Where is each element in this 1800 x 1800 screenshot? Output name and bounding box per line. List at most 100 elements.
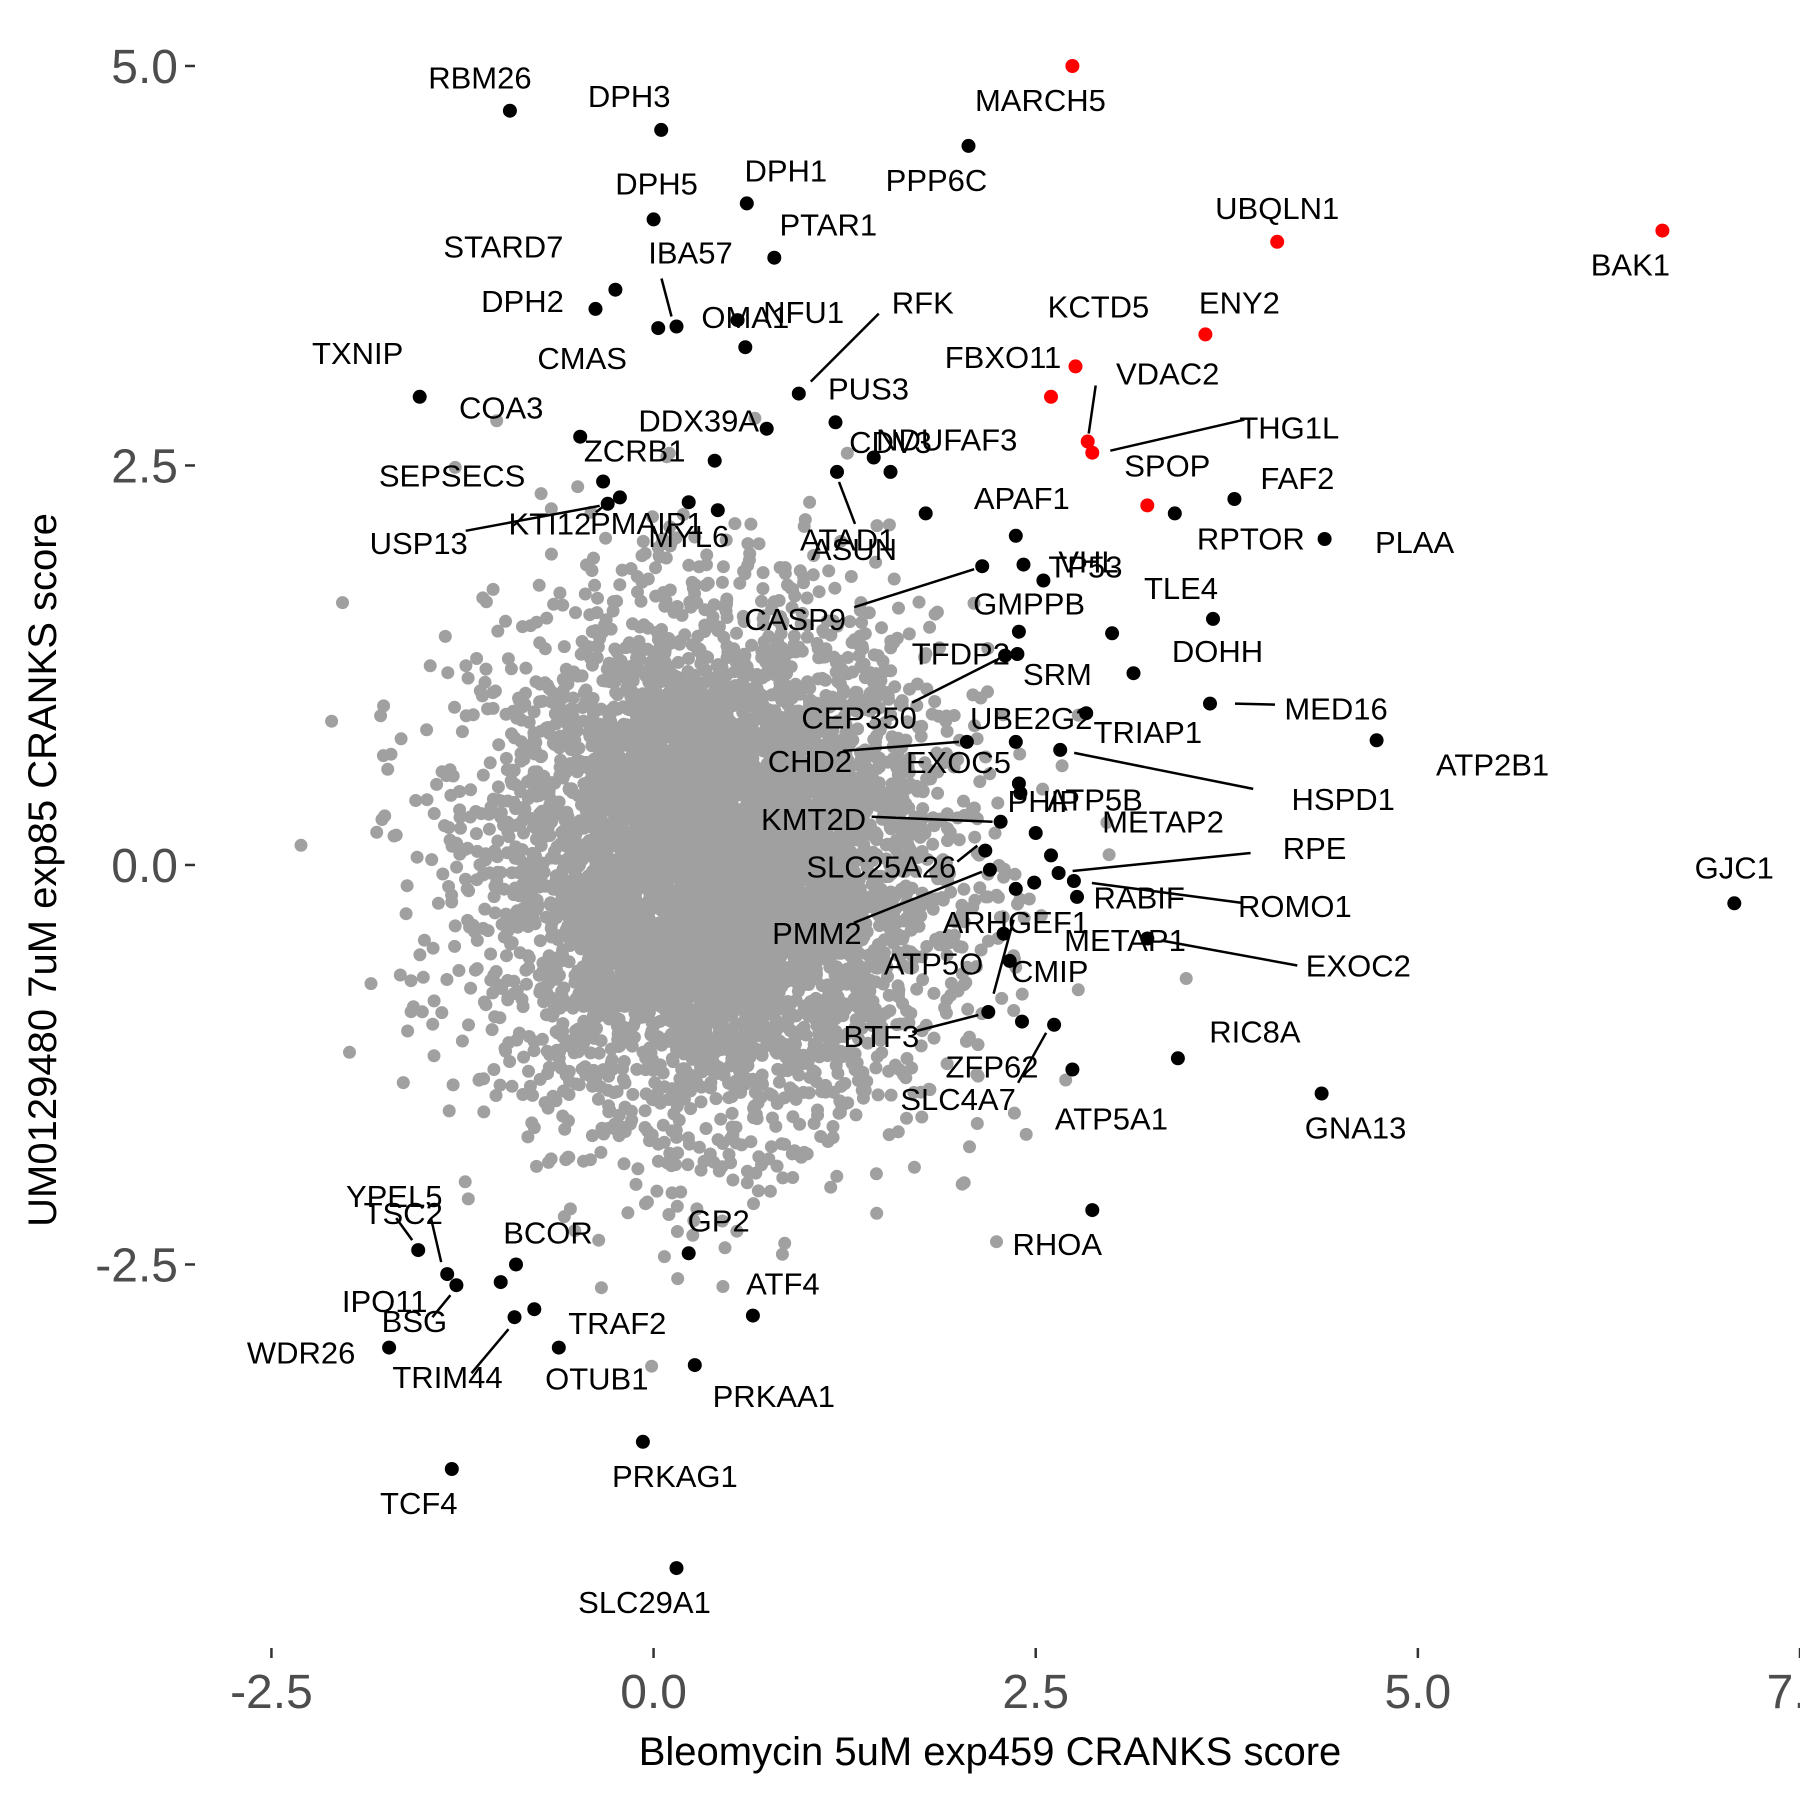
background-point [519, 661, 533, 675]
background-point [957, 882, 971, 896]
background-point [887, 636, 901, 649]
background-point [381, 762, 395, 776]
background-point [478, 902, 492, 916]
background-point [824, 1180, 838, 1194]
background-point [665, 1186, 679, 1200]
background-point [394, 732, 408, 746]
background-point [778, 1236, 792, 1250]
background-point [812, 651, 826, 665]
background-point [991, 796, 1005, 810]
background-point [536, 856, 550, 870]
background-point [735, 685, 749, 698]
background-point [882, 518, 896, 532]
background-point [571, 480, 585, 494]
background-point [911, 784, 924, 798]
background-point [1034, 909, 1048, 923]
background-point [916, 973, 930, 987]
background-point [607, 700, 621, 714]
background-point [829, 1025, 843, 1039]
background-point [730, 626, 743, 640]
background-point [538, 642, 552, 656]
background-point [387, 829, 401, 843]
background-point [530, 1159, 543, 1173]
background-point [639, 1197, 652, 1211]
background-point [529, 675, 543, 689]
background-point [544, 547, 558, 561]
background-point [520, 977, 533, 991]
background-point [789, 645, 803, 659]
background-point [521, 1130, 535, 1144]
background-point [446, 1078, 460, 1092]
background-point [716, 560, 730, 574]
background-point [694, 1095, 708, 1109]
background-point [404, 974, 418, 988]
background-point [610, 645, 624, 659]
background-point [621, 1206, 635, 1220]
background-point [522, 1064, 535, 1078]
background-point [645, 1359, 659, 1373]
background-point [703, 1147, 717, 1161]
background-point [737, 671, 751, 684]
background-point [800, 630, 814, 644]
background-point [670, 600, 684, 613]
background-point [508, 851, 522, 865]
background-point [470, 962, 484, 976]
background-point [826, 1131, 840, 1144]
background-point [494, 806, 508, 820]
background-point [624, 562, 638, 576]
background-point [795, 1023, 809, 1036]
background-point [663, 1146, 677, 1160]
background-point [691, 629, 705, 643]
background-point [464, 783, 478, 797]
background-point [505, 1079, 519, 1093]
background-point [907, 1160, 921, 1174]
background-point [376, 749, 390, 763]
background-point [431, 896, 445, 910]
background-point [558, 1122, 572, 1136]
background-point [488, 684, 502, 698]
background-point [1008, 867, 1022, 881]
background-point [720, 611, 734, 624]
background-point [470, 652, 484, 665]
background-point [450, 860, 464, 874]
background-point [557, 981, 571, 995]
background-point [882, 988, 896, 1002]
background-point [587, 1031, 601, 1045]
background-point [427, 1049, 441, 1063]
background-point [775, 1247, 789, 1261]
background-point [588, 578, 602, 592]
background-point [908, 810, 922, 824]
background-point [829, 656, 843, 669]
background-point [763, 1184, 777, 1198]
background-point [657, 1250, 671, 1264]
background-point [869, 1061, 883, 1075]
background-point [841, 651, 855, 664]
background-point [651, 1137, 665, 1151]
background-point [493, 1078, 507, 1092]
background-point [592, 1233, 606, 1247]
background-point [442, 821, 456, 834]
background-point [486, 582, 500, 596]
background-point [600, 787, 614, 801]
background-point [670, 1130, 683, 1144]
background-point [459, 659, 473, 673]
background-point [404, 1005, 418, 1019]
background-point [814, 1130, 828, 1143]
background-point [533, 934, 547, 948]
background-point [743, 547, 757, 561]
background-point [772, 1075, 786, 1089]
background-point [585, 1129, 599, 1143]
background-point [479, 998, 493, 1012]
background-point [541, 1101, 555, 1115]
background-point [887, 572, 901, 586]
background-point [715, 575, 729, 589]
background-point [686, 1228, 700, 1242]
background-point [740, 1164, 754, 1178]
background-point [546, 1089, 560, 1103]
background-point [682, 652, 695, 665]
background-point [485, 1023, 499, 1037]
background-point [491, 624, 505, 638]
background-point [940, 724, 954, 738]
background-point [893, 1063, 907, 1077]
